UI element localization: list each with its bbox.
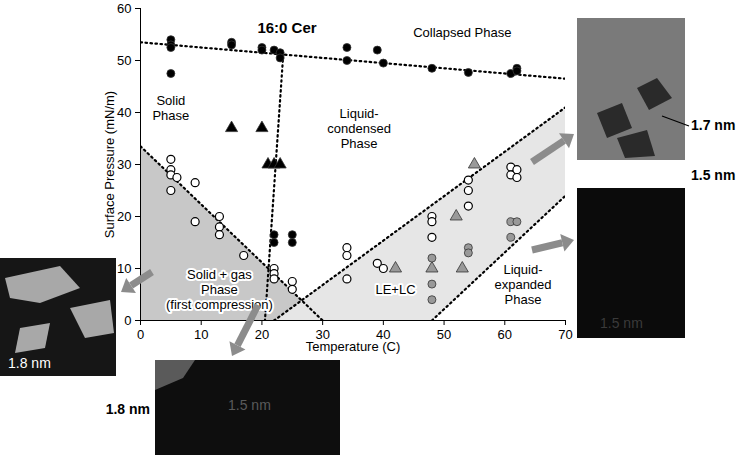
svg-text:0: 0	[124, 313, 131, 328]
svg-text:1.5 nm: 1.5 nm	[228, 397, 271, 413]
svg-text:1.8 nm: 1.8 nm	[8, 355, 51, 371]
svg-text:1.5 nm: 1.5 nm	[691, 167, 735, 183]
svg-text:70: 70	[558, 327, 572, 342]
html-text:(first compression): (first compression)	[166, 297, 273, 312]
svg-text:40: 40	[117, 105, 131, 120]
svg-text:Surface Pressure (mN/m): Surface Pressure (mN/m)	[102, 91, 117, 238]
svg-text:20: 20	[117, 209, 131, 224]
svg-text:16:0 Cer: 16:0 Cer	[257, 19, 316, 36]
svg-text:1.7 nm: 1.7 nm	[691, 117, 735, 133]
svg-text:10: 10	[194, 327, 208, 342]
html-text:Solid + gas: Solid + gas	[187, 267, 252, 283]
svg-text:30: 30	[315, 326, 330, 342]
svg-text:1.5 nm: 1.5 nm	[600, 315, 643, 331]
svg-text:1.8 nm: 1.8 nm	[106, 401, 150, 417]
svg-text:10: 10	[117, 261, 131, 276]
svg-text:0: 0	[137, 327, 144, 342]
svg-text:50: 50	[437, 327, 451, 342]
svg-text:40: 40	[376, 326, 391, 342]
svg-text:Collapsed Phase: Collapsed Phase	[413, 25, 511, 40]
svg-text:Liquid-condensedPhase: Liquid-condensedPhase	[327, 106, 391, 151]
svg-text:SolidPhase: SolidPhase	[152, 93, 189, 123]
svg-text:Temperature (C): Temperature (C)	[306, 339, 401, 354]
svg-text:50: 50	[117, 53, 131, 68]
svg-text:60: 60	[117, 1, 131, 16]
html-text:Phase: Phase	[201, 282, 238, 298]
svg-text:60: 60	[498, 327, 512, 342]
svg-text:Liquid-expandedPhase: Liquid-expandedPhase	[494, 262, 551, 307]
svg-text:20: 20	[255, 327, 269, 342]
svg-text:LE+LC: LE+LC	[375, 282, 415, 297]
svg-text:30: 30	[117, 157, 131, 172]
